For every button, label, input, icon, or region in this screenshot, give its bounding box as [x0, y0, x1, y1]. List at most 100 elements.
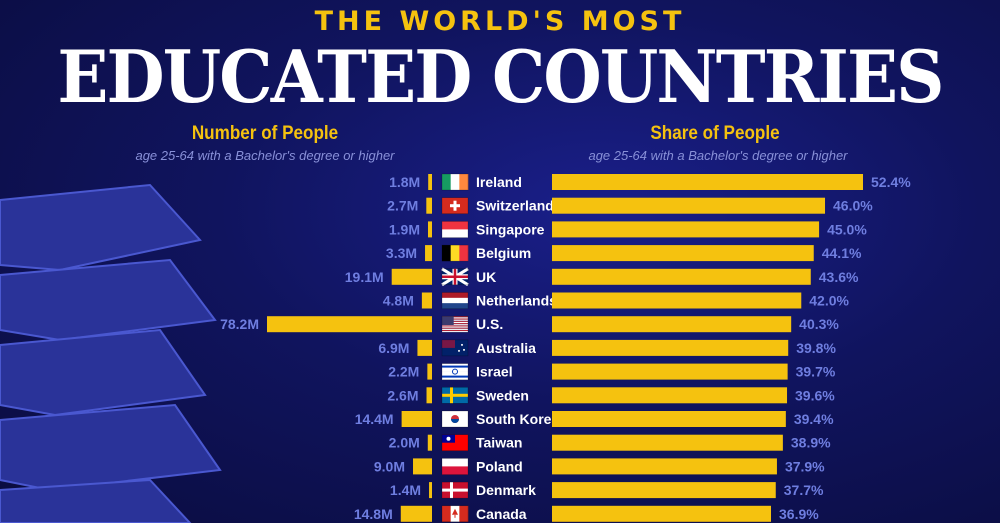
- people-bar: [428, 174, 432, 190]
- title-line2: EDUCATED COUNTRIES: [57, 34, 944, 119]
- flag-icon: [441, 173, 469, 191]
- country-name: Switzerland: [476, 198, 554, 214]
- country-name: Ireland: [476, 174, 522, 190]
- country-name: Belgium: [476, 245, 531, 261]
- books-illustration: [0, 183, 222, 523]
- share-bar: [552, 268, 811, 285]
- people-label: 9.0M: [374, 458, 405, 474]
- country-name: Netherlands: [476, 293, 557, 309]
- flag-icon: [441, 387, 469, 404]
- share-label: 38.9%: [791, 435, 831, 451]
- people-label: 14.8M: [354, 506, 393, 522]
- flag-icon: [441, 292, 469, 309]
- flag-icon: [441, 197, 469, 214]
- country-name: Australia: [476, 340, 536, 356]
- share-label: 39.8%: [796, 340, 836, 356]
- country-row: 19.1M UK 43.6%: [345, 267, 859, 287]
- share-label: 45.0%: [827, 221, 867, 237]
- flag-icon: [441, 505, 469, 523]
- share-bar: [552, 363, 788, 380]
- title-line1: THE WORLD'S MOST: [314, 6, 686, 37]
- people-bar: [425, 245, 432, 262]
- share-bar: [552, 174, 863, 190]
- people-label: 19.1M: [345, 269, 384, 285]
- country-name: Taiwan: [476, 435, 522, 451]
- share-bar: [552, 197, 826, 214]
- share-label: 46.0%: [833, 198, 873, 214]
- country-name: Poland: [476, 458, 523, 474]
- share-bar: [552, 505, 772, 522]
- share-label: 44.1%: [822, 245, 862, 261]
- country-row: 14.8M Canada 36.9%: [354, 505, 819, 523]
- country-row: 2.0M Taiwan 38.9%: [389, 434, 831, 451]
- flag-icon: [441, 410, 469, 428]
- country-row: 4.8M Netherlands 42.0%: [383, 292, 850, 309]
- right-chart-subtitle: age 25-64 with a Bachelor's degree or hi…: [588, 148, 848, 163]
- flag-icon: [441, 339, 469, 357]
- people-bar: [400, 505, 432, 522]
- share-label: 39.4%: [794, 411, 834, 427]
- country-row: 1.8M Ireland 52.4%: [389, 173, 911, 191]
- country-name: U.S.: [476, 316, 503, 332]
- country-row: 2.6M Sweden 39.6%: [387, 387, 835, 404]
- people-label: 2.7M: [387, 198, 418, 214]
- flag-icon: [441, 315, 469, 333]
- people-label: 14.4M: [355, 411, 394, 427]
- right-chart-title: Share of People: [650, 123, 780, 144]
- people-bar: [413, 458, 432, 475]
- flag-icon: [441, 244, 469, 262]
- country-row: 1.4M Denmark 37.7%: [390, 481, 824, 499]
- share-bar: [552, 221, 820, 238]
- left-chart-subtitle: age 25-64 with a Bachelor's degree or hi…: [135, 148, 395, 163]
- people-bar: [426, 387, 432, 404]
- country-name: UK: [476, 269, 496, 285]
- share-bar: [552, 411, 786, 427]
- country-row: 3.3M Belgium 44.1%: [386, 244, 862, 262]
- people-bar: [427, 221, 432, 238]
- people-label: 2.6M: [387, 387, 418, 403]
- share-label: 36.9%: [779, 506, 819, 522]
- people-label: 3.3M: [386, 245, 417, 261]
- flag-icon: [441, 434, 469, 451]
- share-bar: [552, 434, 783, 451]
- country-row: 9.0M Poland 37.9%: [374, 458, 825, 475]
- people-bar: [427, 434, 432, 451]
- people-bar: [391, 268, 432, 285]
- share-label: 40.3%: [799, 316, 839, 332]
- flag-icon: [441, 481, 469, 499]
- people-bar: [429, 482, 432, 499]
- people-bar: [426, 197, 432, 214]
- left-chart-title: Number of People: [191, 123, 339, 144]
- share-bar: [552, 292, 802, 309]
- people-label: 4.8M: [383, 293, 414, 309]
- share-label: 42.0%: [809, 293, 849, 309]
- share-label: 52.4%: [871, 174, 911, 190]
- country-name: Israel: [476, 364, 513, 380]
- country-row: 14.4M South Korea 39.4%: [355, 410, 834, 428]
- people-bar: [417, 339, 432, 356]
- people-label: 1.4M: [390, 482, 421, 498]
- country-name: South Korea: [476, 411, 559, 427]
- country-row: 2.2M Israel 39.7%: [388, 363, 836, 380]
- share-bar: [552, 245, 814, 262]
- flag-icon: [441, 458, 469, 475]
- share-label: 39.7%: [796, 364, 836, 380]
- flag-icon: [441, 363, 469, 380]
- country-name: Singapore: [476, 221, 545, 237]
- share-label: 37.9%: [785, 458, 825, 474]
- share-label: 37.7%: [784, 482, 824, 498]
- people-label: 6.9M: [378, 340, 409, 356]
- people-bar: [401, 411, 432, 427]
- people-label: 1.9M: [389, 221, 420, 237]
- share-bar: [552, 458, 777, 475]
- share-bar: [552, 387, 788, 404]
- people-label: 1.8M: [389, 174, 420, 190]
- people-label: 78.2M: [220, 316, 259, 332]
- people-bar: [427, 363, 432, 380]
- share-bar: [552, 482, 776, 499]
- flag-icon: [441, 221, 469, 238]
- country-row: 1.9M Singapore 45.0%: [389, 221, 867, 238]
- country-row: 6.9M Australia 39.8%: [378, 339, 836, 357]
- share-label: 43.6%: [819, 269, 859, 285]
- country-name: Denmark: [476, 482, 536, 498]
